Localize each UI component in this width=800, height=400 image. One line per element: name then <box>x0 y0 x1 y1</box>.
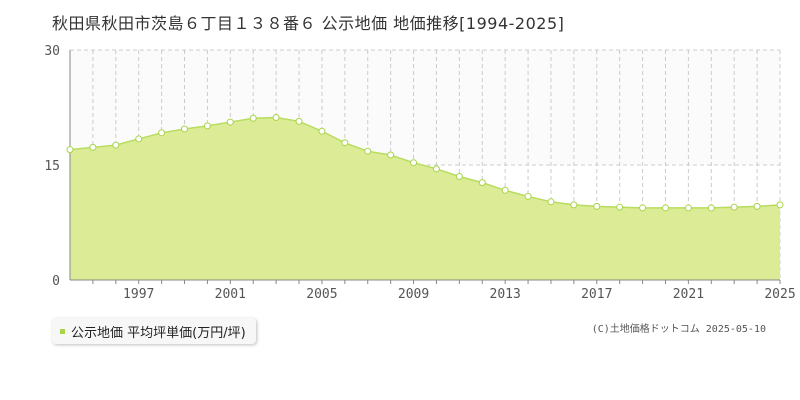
data-point <box>158 129 166 137</box>
legend-swatch <box>60 328 65 334</box>
x-tick-label: 2021 <box>673 287 704 302</box>
x-tick-label: 1997 <box>123 287 154 302</box>
data-point <box>112 141 120 149</box>
chart-title: 秋田県秋田市茨島６丁目１３８番６ 公示地価 地価推移[1994-2025] <box>52 14 565 33</box>
data-point <box>318 127 326 135</box>
legend[interactable]: 公示地価 平均坪単価(万円/坪) <box>52 318 256 344</box>
data-point <box>364 147 372 155</box>
series-area-fill <box>70 117 780 280</box>
data-point <box>295 117 303 125</box>
data-point <box>639 204 647 212</box>
data-point <box>730 203 738 211</box>
data-point <box>181 125 189 133</box>
data-point <box>89 143 97 151</box>
data-point <box>776 201 784 209</box>
x-tick-label: 2005 <box>306 287 337 302</box>
x-tick-label: 2009 <box>398 287 429 302</box>
data-point <box>593 202 601 210</box>
legend-label: 公示地価 平均坪単価(万円/坪) <box>71 325 246 341</box>
series-area <box>69 116 781 280</box>
data-point <box>570 201 578 209</box>
axes <box>69 50 781 284</box>
tick-labels: 0 15 30 1997 2001 2005 2009 2013 2017 2021 2025 <box>44 44 795 302</box>
data-point <box>455 173 463 180</box>
y-tick-label: 0 <box>52 274 60 289</box>
data-point <box>616 203 624 211</box>
series-markers <box>66 113 784 212</box>
y-tick-label: 30 <box>44 44 60 59</box>
x-tick-label: 2001 <box>215 287 246 302</box>
data-point <box>387 151 395 159</box>
data-point <box>226 118 234 126</box>
data-point <box>203 122 211 130</box>
data-point <box>478 179 486 187</box>
data-point <box>684 204 692 212</box>
x-tick-label: 2017 <box>581 287 612 302</box>
data-point <box>524 192 532 200</box>
data-point <box>272 113 280 121</box>
copyright-text: (C)土地価格ドットコム 2025-05-10 <box>591 324 766 335</box>
series-line <box>69 116 781 209</box>
data-point <box>249 114 257 122</box>
x-tick-label: 2013 <box>490 287 521 302</box>
data-point <box>661 204 669 212</box>
data-point <box>432 165 440 173</box>
data-point <box>66 146 74 154</box>
data-point <box>341 139 349 147</box>
x-tick-label: 2025 <box>764 287 795 302</box>
data-point <box>547 198 555 206</box>
y-tick-label: 15 <box>44 159 60 174</box>
data-point <box>501 186 509 194</box>
data-point <box>753 202 761 210</box>
data-point <box>410 159 418 167</box>
data-point <box>135 135 143 143</box>
data-point <box>707 204 715 212</box>
